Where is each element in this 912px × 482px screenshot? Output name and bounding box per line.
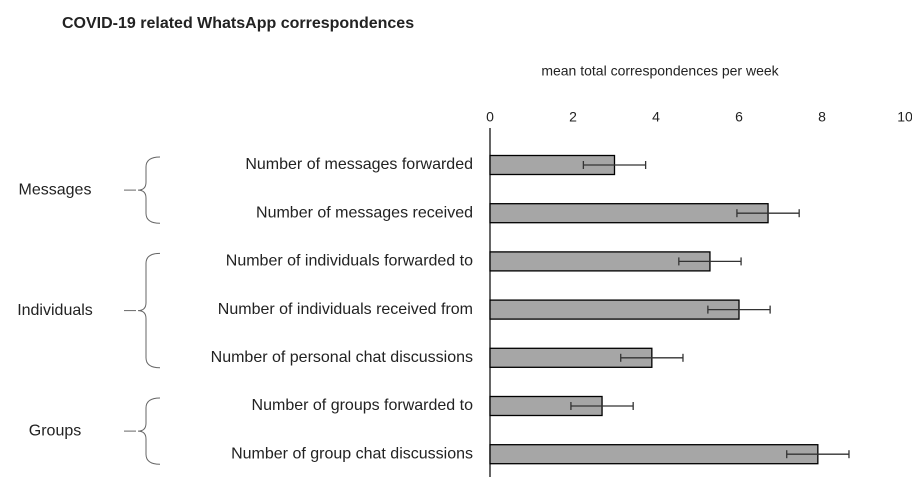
x-tick-label: 4 <box>652 109 660 125</box>
x-tick-label: 2 <box>569 109 577 125</box>
error-bar <box>707 305 771 314</box>
x-tick-label: 10 <box>897 109 912 125</box>
x-axis-label: mean total correspondences per week <box>541 63 779 79</box>
brace <box>137 252 161 369</box>
category-label: Number of personal chat discussions <box>211 349 473 366</box>
brace <box>137 397 161 465</box>
bar <box>489 299 740 320</box>
x-tick-label: 8 <box>818 109 826 125</box>
x-tick-label: 0 <box>486 109 494 125</box>
category-label: Number of groups forwarded to <box>252 397 474 414</box>
category-label: Number of group chat discussions <box>231 445 473 462</box>
x-tick-label: 6 <box>735 109 743 125</box>
bar <box>489 203 769 224</box>
category-label: Number of individuals received from <box>218 301 473 318</box>
error-bar <box>786 450 850 459</box>
group-label: Groups <box>29 422 81 439</box>
bar <box>489 444 819 465</box>
category-label: Number of messages forwarded <box>245 156 473 173</box>
group-label: Messages <box>19 181 92 198</box>
category-label: Number of individuals forwarded to <box>226 253 473 270</box>
error-bar <box>620 353 684 362</box>
brace <box>137 156 161 224</box>
error-bar <box>582 161 647 169</box>
error-bar <box>570 402 634 410</box>
chart-title: COVID-19 related WhatsApp correspondence… <box>62 15 414 32</box>
error-bar <box>678 257 742 266</box>
group-label: Individuals <box>17 302 93 319</box>
category-label: Number of messages received <box>256 204 473 221</box>
error-bar <box>736 209 800 218</box>
bar <box>489 251 711 272</box>
